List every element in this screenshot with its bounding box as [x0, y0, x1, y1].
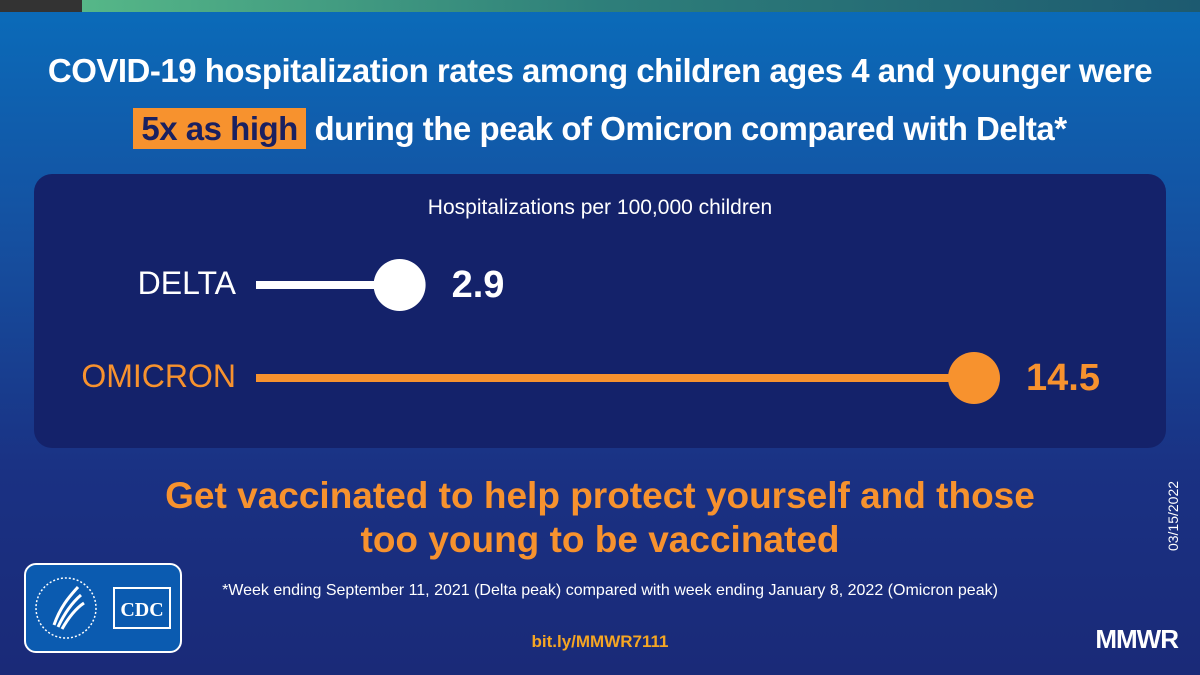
hhs-cdc-logo: CDC: [24, 563, 182, 653]
cta-line2: too young to be vaccinated: [360, 519, 840, 560]
call-to-action: Get vaccinated to help protect yourself …: [0, 474, 1200, 562]
value-delta: 2.9: [451, 264, 505, 306]
chart-title: Hospitalizations per 100,000 children: [427, 196, 773, 219]
mmwr-link[interactable]: bit.ly/MMWR7111: [531, 632, 669, 651]
publish-date: 03/15/2022: [1164, 480, 1181, 552]
cta-line1: Get vaccinated to help protect yourself …: [165, 475, 1035, 516]
label-delta: DELTA: [137, 265, 236, 301]
value-omicron: 14.5: [1026, 357, 1100, 399]
label-omicron: OMICRON: [81, 358, 236, 394]
highlight-badge: 5x as high: [133, 108, 306, 149]
hhs-eagle-icon: CDC: [35, 577, 171, 639]
headline: COVID-19 hospitalization rates among chi…: [0, 42, 1200, 158]
mmwr-logo: MMWR: [1095, 624, 1179, 654]
dot-omicron: [948, 352, 1000, 404]
headline-line2: during the peak of Omicron compared with…: [305, 110, 1067, 147]
dot-delta: [373, 259, 426, 311]
top-bar: [0, 0, 1200, 12]
footnote: *Week ending September 11, 2021 (Delta p…: [222, 582, 998, 599]
cdc-logo-text: CDC: [120, 599, 163, 621]
headline-line1: COVID-19 hospitalization rates among chi…: [47, 52, 1153, 89]
